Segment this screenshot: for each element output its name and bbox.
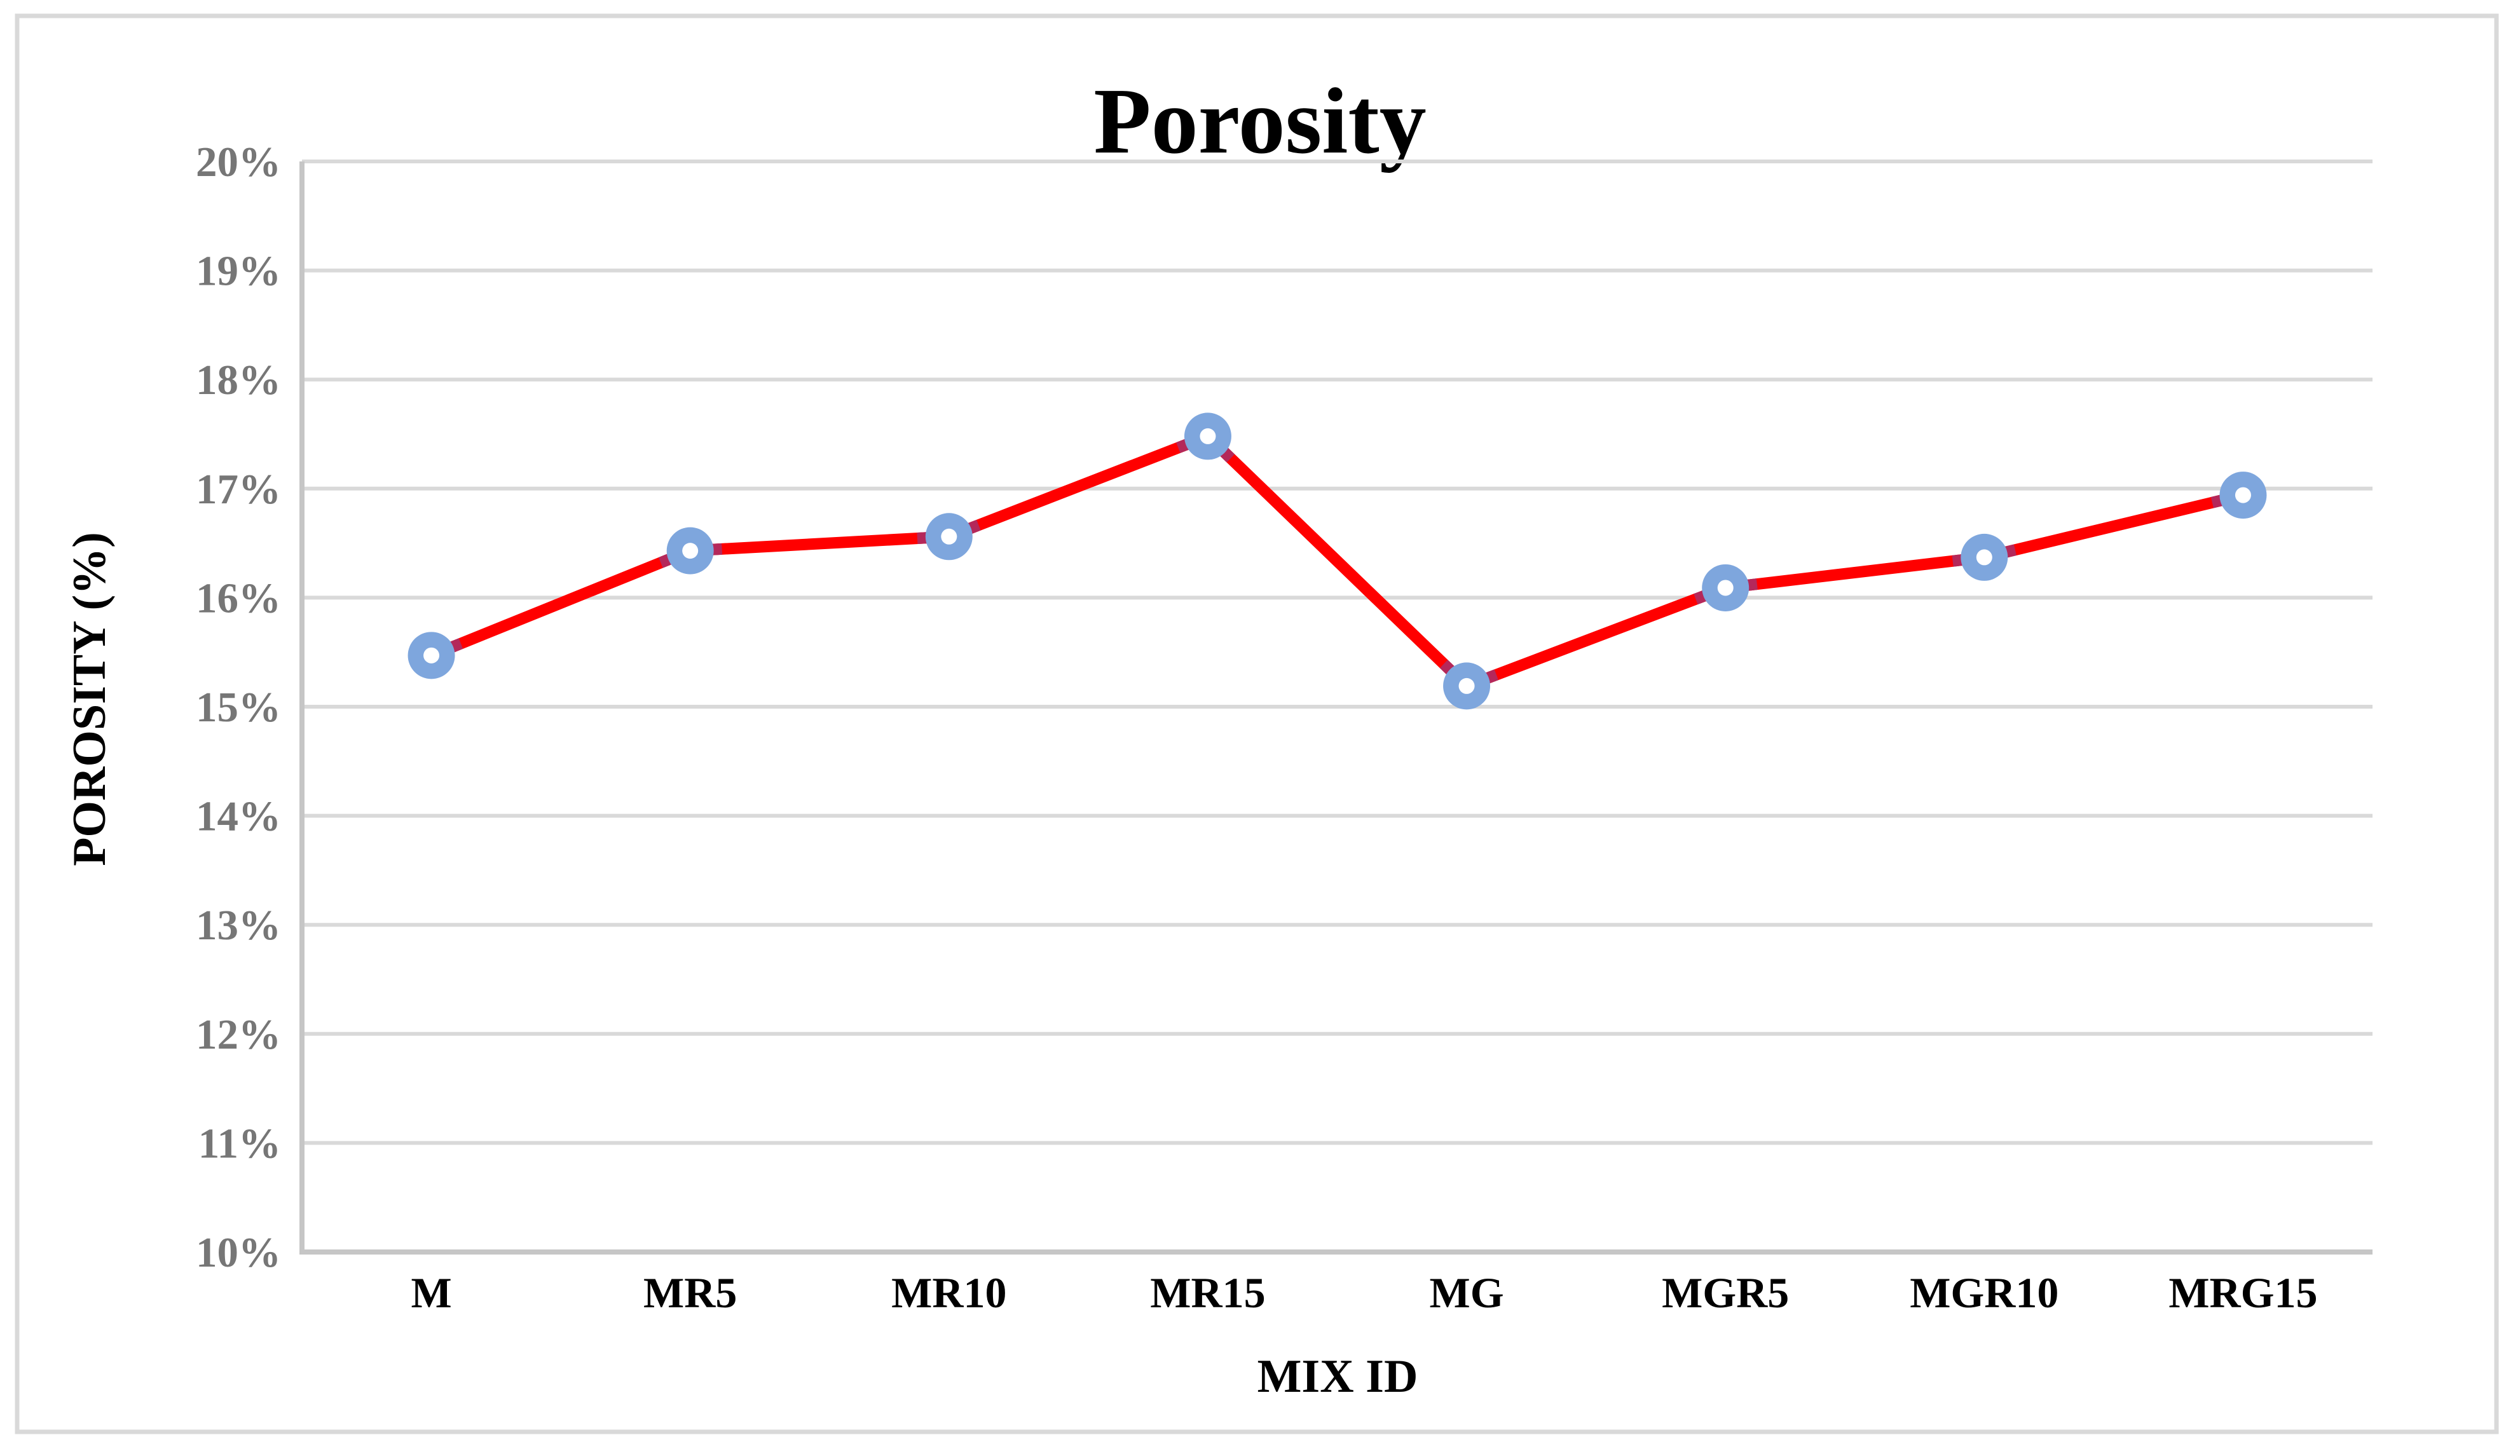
x-category-label-MGR10: MGR10	[1910, 1269, 2058, 1317]
marker-inner-hole	[2235, 487, 2251, 503]
chart-title: Porosity	[1093, 69, 1426, 173]
data-point-marker-MGR5	[1702, 564, 1750, 611]
y-tick-label-12pct: 12%	[196, 1011, 281, 1058]
marker-inner-hole	[1200, 428, 1216, 444]
data-point-marker-MR10	[925, 513, 973, 561]
x-axis-category-labels: M MR5 MR10 MR15 MG MGR5 MGR10 MRG15	[411, 1269, 2317, 1317]
y-axis-title: POROSITY (%)	[64, 532, 116, 866]
marker-inner-hole	[682, 543, 699, 559]
y-tick-label-15pct: 15%	[196, 684, 281, 731]
x-category-label-MG: MG	[1430, 1269, 1504, 1317]
gridlines	[302, 160, 2373, 1145]
y-tick-label-17pct: 17%	[196, 466, 281, 513]
marker-inner-hole	[1717, 580, 1734, 596]
y-tick-label-18pct: 18%	[196, 357, 281, 404]
x-category-label-MRG15: MRG15	[2168, 1269, 2317, 1317]
y-tick-label-14pct: 14%	[196, 793, 281, 840]
marker-inner-hole	[1976, 549, 1992, 566]
data-point-marker-MRG15	[2219, 472, 2267, 519]
data-point-marker-MGR10	[1961, 533, 2008, 581]
y-tick-label-10pct: 10%	[196, 1229, 281, 1276]
y-axis-tick-labels: 10% 11% 12% 13% 14% 15% 16% 17% 18% 19% 20%	[196, 139, 281, 1276]
y-tick-label-16pct: 16%	[196, 575, 281, 622]
y-tick-label-11pct: 11%	[198, 1120, 281, 1167]
marker-inner-hole	[423, 647, 440, 663]
x-category-label-MR5: MR5	[643, 1269, 737, 1317]
data-point-marker-M	[407, 632, 455, 679]
marker-inner-hole	[941, 528, 957, 545]
data-point-marker-MR5	[666, 527, 714, 575]
x-category-label-M: M	[411, 1269, 451, 1317]
chart-border	[15, 13, 2499, 1434]
y-tick-label-20pct: 20%	[196, 139, 281, 186]
y-tick-label-13pct: 13%	[196, 902, 281, 949]
y-tick-label-19pct: 19%	[196, 248, 281, 295]
x-axis-title: MIX ID	[1257, 1351, 1418, 1403]
x-category-label-MR10: MR10	[891, 1269, 1006, 1317]
x-category-label-MR15: MR15	[1150, 1269, 1265, 1317]
data-point-marker-MG	[1443, 662, 1491, 710]
series-line	[429, 429, 2245, 693]
data-point-marker-MR15	[1184, 412, 1231, 460]
data-series	[407, 412, 2267, 710]
marker-inner-hole	[1458, 677, 1475, 694]
x-category-label-MGR5: MGR5	[1662, 1269, 1789, 1317]
